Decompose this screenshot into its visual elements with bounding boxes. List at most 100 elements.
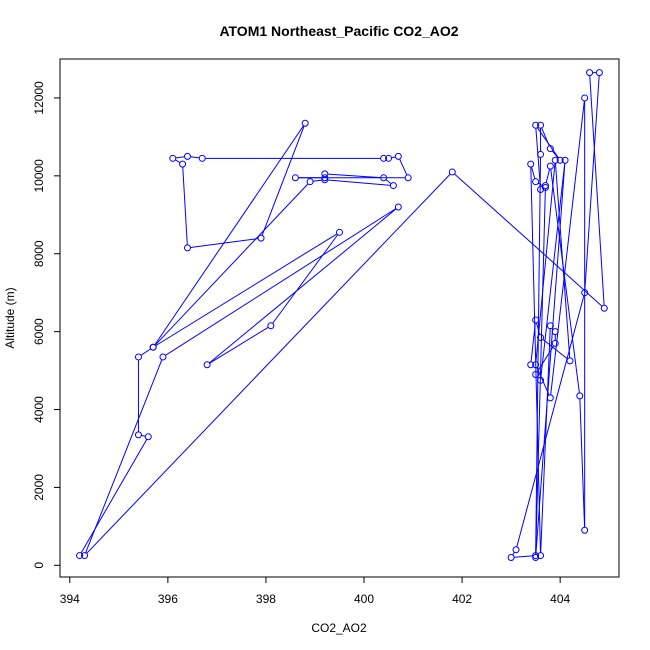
series-segment: [190, 156, 200, 159]
y-tick-label: 10000: [32, 159, 46, 193]
data-point: [551, 339, 559, 347]
data-point: [532, 361, 540, 369]
y-tick-label: 0: [32, 562, 46, 569]
data-point: [134, 431, 142, 439]
series-segment: [154, 125, 304, 346]
data-point: [537, 376, 545, 384]
series-segment: [531, 166, 536, 179]
series-segment: [535, 322, 541, 335]
data-point: [321, 176, 329, 184]
series-segment: [579, 398, 586, 528]
data-point: [134, 353, 142, 361]
series-segment: [85, 359, 163, 553]
series-segment: [175, 156, 185, 159]
series-segment: [514, 555, 533, 558]
series-segment: [312, 179, 322, 182]
data-point: [532, 121, 540, 129]
series-segment: [535, 188, 546, 555]
series-segment: [589, 75, 605, 306]
data-point: [389, 182, 397, 190]
series-segment: [272, 234, 339, 324]
data-point: [512, 546, 520, 554]
data-point: [394, 203, 402, 211]
series-segment: [399, 158, 408, 176]
data-point: [183, 244, 191, 252]
series-segment: [391, 156, 396, 159]
series-segment: [182, 167, 188, 245]
y-tick-label: 6000: [32, 318, 46, 345]
series-segment: [165, 208, 397, 356]
series-segment: [141, 434, 146, 437]
data-point: [169, 154, 177, 162]
data-point: [532, 552, 540, 560]
data-point: [149, 343, 157, 351]
data-point: [257, 234, 265, 242]
data-point: [595, 69, 603, 77]
data-point: [527, 361, 535, 369]
data-point: [267, 322, 275, 330]
series-segment: [512, 552, 515, 556]
series-segment: [454, 173, 603, 307]
x-axis-label: CO2_AO2: [311, 621, 367, 635]
data-point: [581, 94, 589, 102]
series-segment: [209, 326, 269, 364]
series-segment: [327, 173, 381, 179]
data-point: [507, 554, 515, 562]
data-point: [321, 170, 329, 178]
data-point: [551, 156, 559, 164]
series-segment: [554, 163, 571, 358]
chart-title: ATOM1 Northeast_Pacific CO2_AO2: [219, 23, 458, 39]
series-segment: [209, 208, 397, 364]
series-segment: [542, 338, 568, 360]
y-tick-label: 8000: [32, 240, 46, 267]
data-point: [576, 392, 584, 400]
data-point: [537, 333, 545, 341]
data-point: [541, 184, 549, 192]
data-point: [546, 145, 554, 153]
data-point: [306, 178, 314, 186]
data-point: [394, 152, 402, 160]
y-axis: 0 2000 4000 6000 8000 10000 12000: [32, 81, 60, 569]
series-segment: [536, 127, 559, 159]
data-point: [551, 328, 559, 336]
series-segment: [545, 168, 551, 183]
x-tick-label: 402: [452, 592, 472, 606]
data-point: [448, 168, 456, 176]
data-point: [537, 150, 545, 158]
data-point: [301, 119, 309, 127]
data-point: [532, 178, 540, 186]
data-point: [203, 361, 211, 369]
series-segment: [86, 173, 451, 554]
data-point: [537, 121, 545, 129]
data-point: [198, 154, 206, 162]
data-point: [546, 394, 554, 402]
data-point: [183, 152, 191, 160]
data-point: [561, 156, 569, 164]
data-point: [81, 552, 89, 560]
x-tick-label: 398: [256, 592, 276, 606]
data-point: [336, 228, 343, 236]
data-point: [380, 154, 388, 162]
data-point: [532, 370, 540, 378]
data-point: [546, 322, 554, 330]
series-segment: [261, 125, 305, 236]
x-tick-label: 396: [158, 592, 178, 606]
y-tick-label: 4000: [32, 396, 46, 423]
data-point: [532, 316, 540, 324]
data-point: [144, 433, 152, 441]
data-point: [527, 160, 535, 168]
series-segment: [80, 439, 148, 554]
series-segment: [155, 233, 338, 347]
y-tick-label: 12000: [32, 81, 46, 115]
series-segment: [530, 322, 536, 362]
x-tick-label: 404: [550, 592, 570, 606]
data-point: [76, 552, 84, 560]
data-point: [159, 353, 167, 361]
data-point: [546, 162, 554, 170]
series-segment: [535, 128, 541, 187]
series-segment: [154, 183, 309, 346]
data-point: [556, 156, 564, 164]
data-point: [179, 160, 187, 168]
y-tick-label: 2000: [32, 474, 46, 501]
data-point: [385, 154, 393, 162]
